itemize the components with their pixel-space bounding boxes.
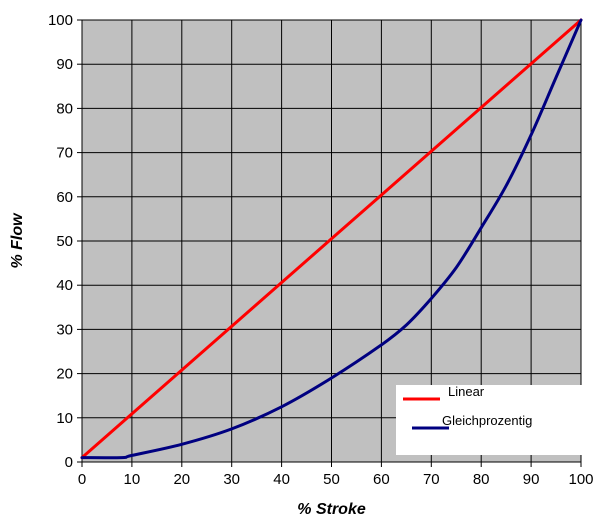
x-tick-label: 60 [373,471,390,488]
legend: Linear Gleichprozentig [396,384,584,455]
x-tick-label: 0 [78,471,86,488]
legend-label-linear: Linear [448,384,485,399]
x-tick-label: 90 [523,471,540,488]
y-tick-label: 70 [56,145,73,162]
y-tick-label: 50 [56,233,73,250]
x-tick-label: 30 [223,471,240,488]
y-tick-label: 90 [56,56,73,73]
y-tick-label: 0 [65,454,73,471]
y-tick-label: 10 [56,410,73,427]
x-axis-ticks: 0 10 20 30 40 50 60 70 80 90 100 [78,462,594,488]
x-tick-label: 40 [273,471,290,488]
series-line-gleichprozentig [80,18,583,460]
series-line-linear [80,18,583,460]
y-tick-label: 80 [56,100,73,117]
series-layer [80,18,583,460]
y-axis-ticks: 0 10 20 30 40 50 60 70 80 90 100 [48,12,82,471]
y-axis-title: % Flow [9,212,26,269]
x-tick-label: 70 [423,471,440,488]
y-tick-label: 100 [48,12,73,29]
legend-box [396,385,584,455]
x-tick-label: 10 [124,471,141,488]
gridlines [81,19,582,463]
legend-label-gleichprozentig: Gleichprozentig [442,413,532,428]
y-tick-label: 20 [56,366,73,383]
y-tick-label: 60 [56,189,73,206]
y-tick-label: 30 [56,321,73,338]
x-tick-label: 50 [323,471,340,488]
x-tick-label: 80 [473,471,490,488]
y-tick-label: 40 [56,277,73,294]
x-tick-label: 100 [568,471,593,488]
x-axis-title: % Stroke [297,501,366,518]
x-tick-label: 20 [173,471,190,488]
